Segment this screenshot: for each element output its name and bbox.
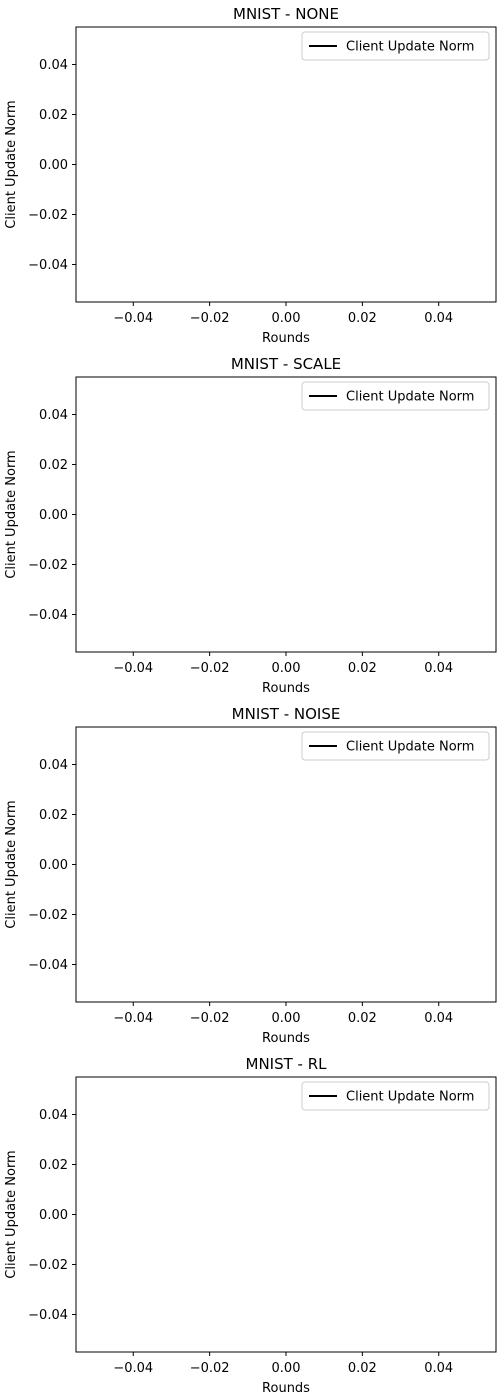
chart-panel-3: MNIST - NOISE −0.04 −0.02 0.00 0.02 0.04 −0.04…	[4, 705, 497, 1046]
legend: Client Update Norm	[301, 31, 490, 61]
chart-title: MNIST - RL	[246, 1055, 328, 1073]
y-tick-label: −0.02	[28, 558, 68, 573]
legend-box	[301, 1081, 490, 1111]
x-tick-label: −0.02	[190, 1011, 230, 1026]
y-tick-label: −0.04	[28, 608, 68, 623]
y-axis-label: Client Update Norm	[4, 800, 19, 928]
x-tick-label: 0.02	[348, 661, 377, 676]
y-axis-label: Client Update Norm	[4, 100, 19, 228]
x-axis-label: Rounds	[262, 331, 310, 346]
y-tick-label: 0.04	[39, 408, 68, 423]
axes-frame	[75, 26, 497, 303]
x-tick-label: −0.02	[190, 1361, 230, 1376]
axes-frame	[75, 1076, 497, 1353]
axes-frame	[75, 726, 497, 1003]
x-axis-label: Rounds	[262, 1031, 310, 1046]
y-tick-label: −0.02	[28, 908, 68, 923]
chart-title: MNIST - NOISE	[232, 705, 341, 723]
legend-label: Client Update Norm	[346, 740, 474, 755]
legend-box	[301, 31, 490, 61]
y-tick-label: 0.02	[39, 808, 68, 823]
y-tick-label: 0.00	[39, 858, 68, 873]
chart-title: MNIST - SCALE	[231, 355, 341, 373]
chart-title: MNIST - NONE	[233, 5, 339, 23]
x-axis-label: Rounds	[262, 681, 310, 696]
y-axis-label: Client Update Norm	[4, 1150, 19, 1278]
y-tick-label: −0.04	[28, 258, 68, 273]
legend: Client Update Norm	[301, 731, 490, 761]
y-tick-label: 0.00	[39, 1208, 68, 1223]
x-tick-label: −0.04	[113, 1011, 153, 1026]
y-tick-label: 0.04	[39, 758, 68, 773]
y-tick-label: −0.04	[28, 958, 68, 973]
x-tick-label: 0.00	[272, 661, 301, 676]
y-tick-label: 0.02	[39, 108, 68, 123]
x-tick-label: 0.00	[272, 1011, 301, 1026]
legend-box	[301, 731, 490, 761]
x-tick-label: 0.02	[348, 1011, 377, 1026]
chart-panel-2: MNIST - SCALE −0.04 −0.02 0.00 0.02 0.04 −0.04…	[4, 355, 497, 696]
x-tick-label: 0.04	[424, 661, 453, 676]
x-tick-label: 0.00	[272, 1361, 301, 1376]
x-tick-label: 0.04	[424, 311, 453, 326]
x-tick-label: 0.04	[424, 1361, 453, 1376]
y-tick-label: −0.02	[28, 1258, 68, 1273]
y-axis-label: Client Update Norm	[4, 450, 19, 578]
legend-label: Client Update Norm	[346, 390, 474, 405]
y-tick-label: 0.02	[39, 1158, 68, 1173]
y-tick-label: 0.00	[39, 508, 68, 523]
x-tick-label: 0.02	[348, 311, 377, 326]
x-tick-label: −0.04	[113, 661, 153, 676]
x-tick-label: −0.02	[190, 311, 230, 326]
y-tick-label: 0.00	[39, 158, 68, 173]
x-tick-label: 0.04	[424, 1011, 453, 1026]
x-axis-label: Rounds	[262, 1381, 310, 1396]
x-tick-label: −0.04	[113, 1361, 153, 1376]
y-tick-label: −0.02	[28, 208, 68, 223]
x-tick-label: −0.02	[190, 661, 230, 676]
legend: Client Update Norm	[301, 1081, 490, 1111]
axes-frame	[75, 376, 497, 653]
x-tick-label: 0.00	[272, 311, 301, 326]
legend-box	[301, 381, 490, 411]
legend-label: Client Update Norm	[346, 1090, 474, 1105]
y-tick-label: 0.04	[39, 58, 68, 73]
y-tick-label: 0.04	[39, 1108, 68, 1123]
legend-label: Client Update Norm	[346, 40, 474, 55]
chart-panel-4: MNIST - RL −0.04 −0.02 0.00 0.02 0.04 −0.04 −0.…	[4, 1055, 497, 1396]
y-tick-label: −0.04	[28, 1308, 68, 1323]
x-tick-label: −0.04	[113, 311, 153, 326]
legend: Client Update Norm	[301, 381, 490, 411]
x-tick-label: 0.02	[348, 1361, 377, 1376]
chart-panel-1: MNIST - NONE −0.04 −0.02 0.00 0.02 0.04 −0.04 −…	[4, 5, 497, 346]
y-tick-label: 0.02	[39, 458, 68, 473]
